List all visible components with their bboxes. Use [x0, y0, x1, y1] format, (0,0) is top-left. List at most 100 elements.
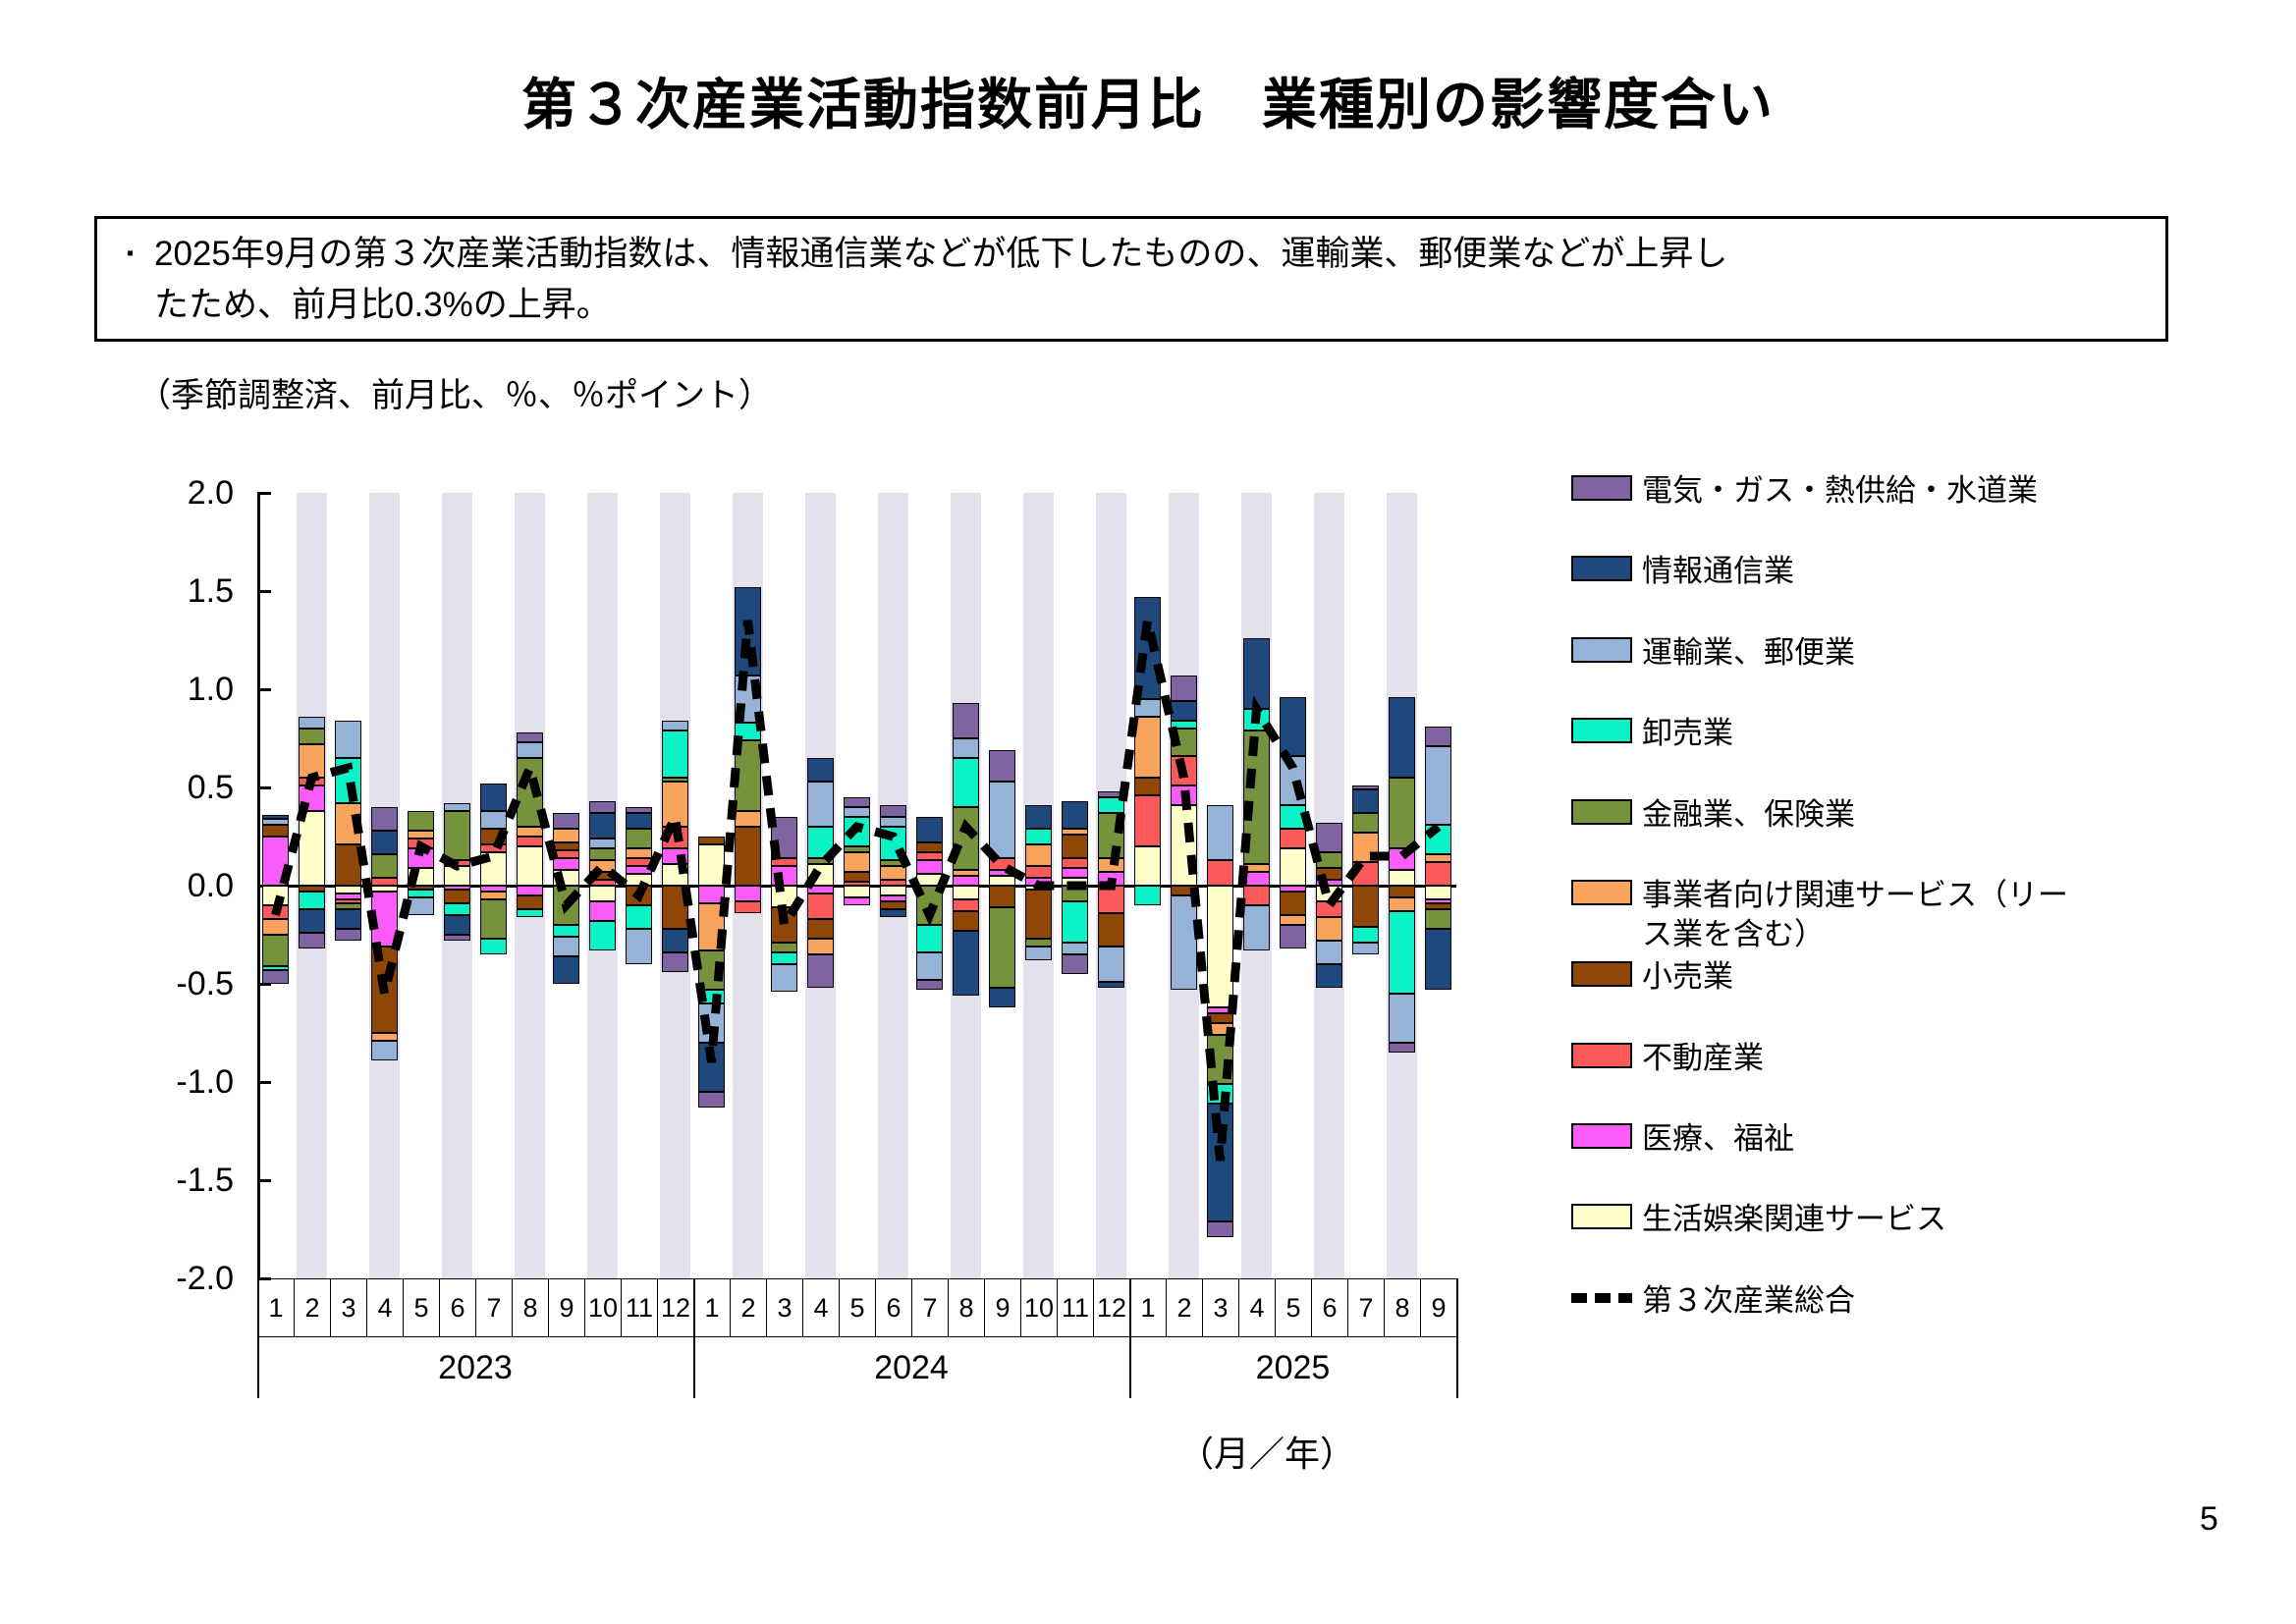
bar-segment-retail — [1062, 835, 1088, 858]
month-label: 11 — [621, 1278, 658, 1337]
bar-segment-biz — [299, 744, 325, 778]
bar-segment-biz — [1134, 717, 1161, 778]
bar-segment-elec — [807, 954, 834, 988]
month-label: 6 — [439, 1278, 476, 1337]
bar-segment-elec — [1280, 925, 1306, 948]
x-axis-unit-label: （月／年） — [1177, 1434, 1355, 1474]
bar-segment-fin — [1352, 813, 1379, 833]
bar-segment-info — [807, 758, 834, 782]
month-label: 2 — [1166, 1278, 1203, 1337]
bar-segment-biz — [1062, 829, 1088, 835]
month-label: 12 — [1093, 1278, 1130, 1337]
bar-segment-info — [1316, 964, 1342, 988]
bar-segment-life — [880, 886, 906, 895]
bar-segment-retail — [1425, 903, 1451, 909]
legend-swatch-info — [1571, 556, 1632, 581]
bar-segment-med — [335, 893, 361, 899]
bar-segment-info — [335, 909, 361, 929]
bar-segment-retail — [335, 844, 361, 886]
legend-item-estate: 不動産業 — [1642, 1041, 1764, 1075]
bar-segment-estate — [1062, 858, 1088, 868]
y-axis-tick — [257, 982, 271, 986]
bar-segment-med — [1280, 886, 1306, 892]
bar-segment-fin — [626, 829, 652, 848]
month-label: 8 — [512, 1278, 549, 1337]
month-label: 10 — [1020, 1278, 1058, 1337]
bar-segment-biz — [553, 829, 579, 842]
bar-segment-retail — [444, 890, 470, 903]
bar-segment-med — [589, 901, 616, 921]
bar-segment-life — [1280, 848, 1306, 886]
bar-segment-info — [1062, 801, 1088, 829]
month-label: 5 — [839, 1278, 876, 1337]
bar-segment-retail — [698, 837, 725, 844]
bar-segment-whole — [771, 952, 797, 964]
y-tick-label: -1.0 — [176, 1063, 234, 1101]
bar-segment-info — [662, 929, 688, 952]
month-label: 9 — [1420, 1278, 1457, 1337]
legend-swatch-biz — [1571, 880, 1632, 905]
legend-swatch-fin — [1571, 799, 1632, 825]
month-label: 8 — [1384, 1278, 1421, 1337]
bar-segment-elec — [916, 980, 943, 990]
bar-segment-elec — [989, 750, 1015, 782]
bar-segment-retail — [1098, 913, 1124, 947]
bar-segment-whole — [1098, 797, 1124, 813]
bar-segment-fin — [335, 903, 361, 909]
legend-swatch-med — [1571, 1123, 1632, 1149]
bar-segment-whole — [662, 731, 688, 778]
bar-segment-trans — [262, 819, 289, 825]
bar-segment-life — [953, 886, 979, 899]
bar-segment-info — [953, 931, 979, 996]
bar-segment-elec — [1425, 727, 1451, 746]
month-label: 6 — [875, 1278, 912, 1337]
bar-segment-trans — [444, 803, 470, 811]
bar-segment-trans — [880, 817, 906, 827]
month-label: 8 — [948, 1278, 985, 1337]
bar-segment-life — [1389, 870, 1415, 886]
bar-segment-retail — [262, 825, 289, 837]
y-tick-label: 0.0 — [187, 867, 234, 904]
bar-segment-elec — [662, 952, 688, 972]
bar-segment-biz — [517, 827, 543, 837]
bar-segment-trans — [1316, 941, 1342, 964]
legend-item-whole: 卸売業 — [1642, 716, 1733, 750]
legend-item-elec: 電気・ガス・熱供給・水道業 — [1642, 473, 2038, 508]
bar-segment-life — [517, 846, 543, 886]
legend-item-trans: 運輸業、郵便業 — [1642, 635, 1855, 670]
bar-segment-fin — [480, 899, 507, 939]
bar-segment-trans — [589, 839, 616, 848]
month-label: 3 — [1202, 1278, 1239, 1337]
bar-segment-trans — [1134, 699, 1161, 717]
bar-segment-estate — [1280, 829, 1306, 848]
bar-segment-retail — [844, 872, 870, 882]
legend-swatch-whole — [1571, 718, 1632, 743]
bar-segment-retail — [953, 911, 979, 931]
summary-bullet-icon: ▪ — [127, 243, 135, 264]
bar-segment-estate — [771, 858, 797, 866]
bar-segment-fin — [1025, 939, 1052, 947]
bar-segment-estate — [371, 878, 398, 886]
month-label: 9 — [984, 1278, 1021, 1337]
bar-segment-info — [1425, 929, 1451, 990]
bar-segment-trans — [517, 742, 543, 758]
y-axis-tick — [257, 491, 271, 495]
bar-segment-biz — [371, 1033, 398, 1041]
bar-segment-info — [262, 815, 289, 819]
bar-segment-biz — [844, 852, 870, 872]
bar-segment-med — [953, 876, 979, 886]
bar-segment-elec — [1316, 823, 1342, 852]
bar-segment-whole — [1389, 911, 1415, 994]
bar-segment-retail — [916, 842, 943, 852]
bar-segment-life — [335, 886, 361, 893]
bar-segment-estate — [335, 899, 361, 903]
y-axis-tick — [257, 1178, 271, 1182]
month-label: 10 — [584, 1278, 622, 1337]
bar-segment-trans — [1098, 947, 1124, 982]
bar-segment-biz — [1425, 854, 1451, 862]
bar-segment-trans — [1171, 895, 1197, 990]
bar-segment-life — [989, 876, 1015, 886]
bar-segment-estate — [916, 852, 943, 860]
bar-segment-estate — [953, 899, 979, 911]
y-tick-label: -1.5 — [176, 1162, 234, 1199]
